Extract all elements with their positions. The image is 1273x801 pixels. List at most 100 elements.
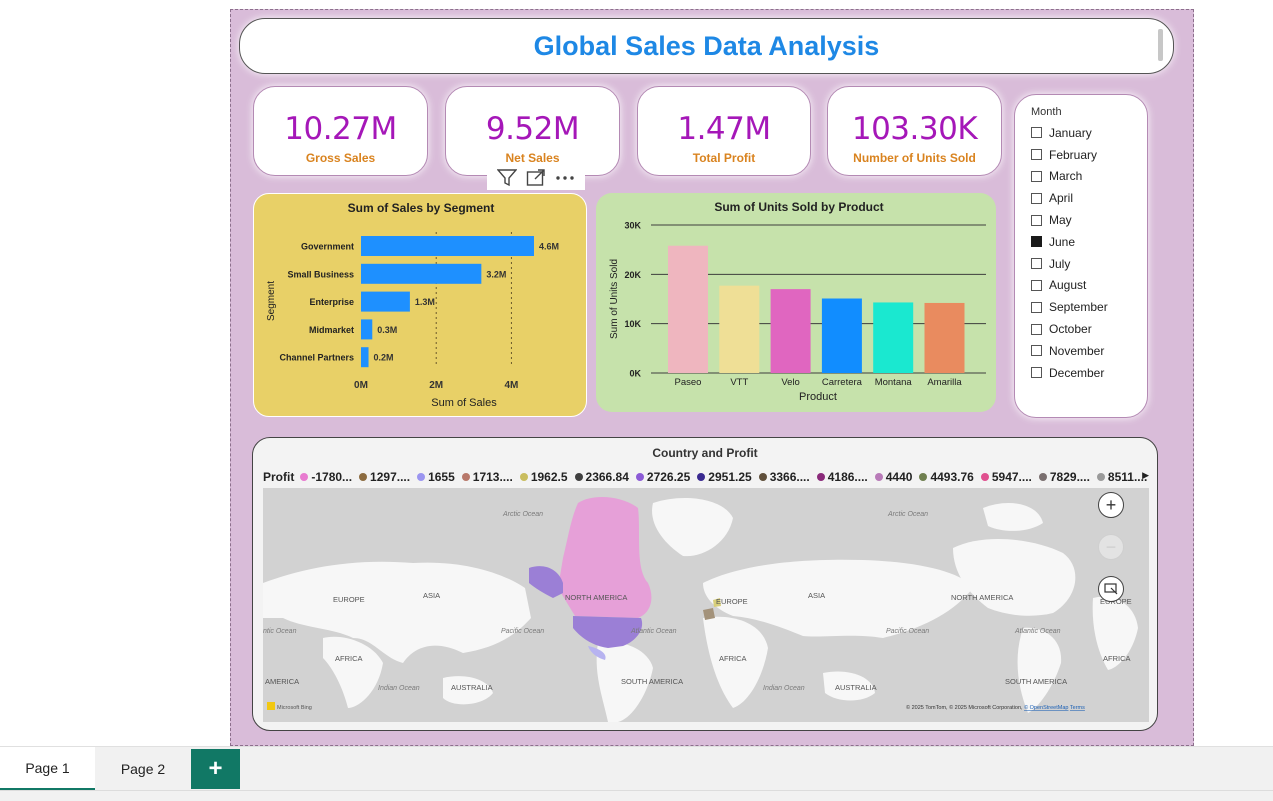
slicer-item-label: January	[1049, 125, 1092, 140]
filter-icon[interactable]	[496, 168, 518, 188]
slicer-item-september[interactable]: September	[1031, 296, 1108, 318]
map-canvas[interactable]: Arctic Ocean Arctic Ocean ntic Ocean Pac…	[263, 488, 1149, 722]
x-axis-title: Product	[799, 391, 837, 403]
bar-channel-partners[interactable]	[361, 347, 369, 368]
report-canvas: Global Sales Data Analysis 10.27M Gross …	[230, 9, 1194, 746]
country-alaska[interactable]	[529, 566, 563, 598]
product-chart-panel[interactable]: Sum of Units Sold by Product 0K 10K 20K 30K P…	[596, 193, 996, 412]
checkbox[interactable]	[1031, 127, 1042, 139]
checkbox[interactable]	[1031, 214, 1042, 226]
bar-small-business[interactable]	[361, 263, 482, 284]
legend-item[interactable]: 1297....	[359, 470, 410, 484]
checkbox[interactable]	[1031, 192, 1042, 204]
slicer-item-label: February	[1049, 147, 1098, 162]
legend-item[interactable]: 2726.25	[635, 470, 690, 484]
bar-velo[interactable]	[770, 289, 811, 373]
title-scrollbar[interactable]	[1158, 29, 1163, 61]
bar-enterprise[interactable]	[361, 291, 410, 312]
slicer-item-march[interactable]: March	[1031, 166, 1108, 188]
y-tick-label: Channel Partners	[279, 353, 354, 363]
bar-amarilla[interactable]	[924, 302, 965, 373]
zoom-in-button[interactable]: +	[1098, 492, 1124, 518]
more-options-icon[interactable]	[554, 168, 576, 188]
data-label: 3.2M	[486, 269, 506, 279]
x-tick-label: 0M	[354, 380, 368, 391]
kpi-card-units-sold[interactable]: 103.30K Number of Units Sold	[827, 86, 1002, 176]
legend-item[interactable]: 7829....	[1038, 470, 1090, 484]
slicer-item-january[interactable]: January	[1031, 122, 1108, 144]
bar-carretera[interactable]	[821, 298, 862, 373]
y-tick-label: Midmarket	[309, 325, 354, 335]
legend-dot	[1038, 473, 1047, 481]
slicer-item-label: October	[1049, 322, 1092, 337]
slicer-item-june[interactable]: June	[1031, 231, 1108, 253]
country-canada[interactable]	[558, 496, 652, 618]
kpi-value: 10.27M	[284, 111, 397, 147]
slicer-item-october[interactable]: October	[1031, 318, 1108, 340]
legend-item[interactable]: 4186....	[816, 470, 868, 484]
map-visual[interactable]: Country and Profit Profit -1780... 1297..…	[252, 437, 1158, 731]
bar-paseo[interactable]	[668, 245, 708, 373]
bar-government[interactable]	[361, 236, 534, 256]
legend-item[interactable]: 4440	[874, 470, 912, 484]
slicer-item-april[interactable]: April	[1031, 187, 1108, 209]
map-continent-labels: EUROPE ASIA NORTH AMERICA EUROPE ASIA NO…	[265, 591, 1132, 692]
slicer-item-november[interactable]: November	[1031, 340, 1108, 362]
tab-page-1[interactable]: Page 1	[0, 747, 95, 791]
checkbox[interactable]	[1031, 149, 1042, 161]
segment-chart-panel[interactable]: Sum of Sales by Segment 0M 2M 4M Government 4…	[253, 193, 587, 417]
slicer-item-may[interactable]: May	[1031, 209, 1108, 231]
legend-label: 1655	[428, 470, 455, 484]
legend-dot	[816, 473, 825, 481]
kpi-card-gross-sales[interactable]: 10.27M Gross Sales	[253, 86, 428, 176]
kpi-card-total-profit[interactable]: 1.47M Total Profit	[637, 86, 811, 176]
slicer-item-august[interactable]: August	[1031, 275, 1108, 297]
legend-item[interactable]: 4493.76	[919, 470, 974, 484]
focus-mode-icon[interactable]	[525, 168, 547, 188]
zoom-out-button[interactable]: −	[1098, 534, 1124, 560]
map-brand-text: Microsoft Bing	[277, 705, 312, 711]
select-tool-button[interactable]	[1098, 576, 1124, 602]
country-germany[interactable]	[713, 598, 721, 607]
legend-item[interactable]: 1962.5	[519, 470, 568, 484]
tab-page-2[interactable]: Page 2	[120, 761, 166, 777]
country-france[interactable]	[703, 608, 715, 620]
slicer-item-july[interactable]: July	[1031, 253, 1108, 275]
legend-label: 5947....	[991, 470, 1032, 484]
x-tick-label: Amarilla	[927, 377, 962, 388]
country-united-states[interactable]	[573, 616, 643, 648]
x-tick-label: 2M	[429, 380, 443, 391]
slicer-item-december[interactable]: December	[1031, 362, 1108, 384]
checkbox[interactable]	[1031, 279, 1042, 291]
legend-label: 2366.84	[585, 470, 629, 484]
bar-montana[interactable]	[873, 302, 914, 373]
bar-midmarket[interactable]	[361, 319, 373, 340]
landmass	[596, 641, 653, 722]
legend-item[interactable]: 3366....	[758, 470, 810, 484]
legend-item[interactable]: 5947....	[980, 470, 1032, 484]
legend-item[interactable]: 2366.84	[574, 470, 629, 484]
data-label: 1.3M	[415, 297, 435, 307]
legend-item[interactable]: 8511....	[1096, 470, 1147, 484]
legend-item[interactable]: 1713....	[461, 470, 513, 484]
checkbox[interactable]	[1031, 323, 1042, 335]
checkbox[interactable]	[1031, 301, 1042, 313]
legend-dot	[519, 473, 528, 481]
checkbox[interactable]	[1031, 367, 1042, 379]
legend-dot	[1096, 473, 1105, 481]
country-mexico[interactable]	[588, 646, 606, 660]
checkbox[interactable]	[1031, 170, 1042, 182]
checkbox[interactable]	[1031, 258, 1042, 270]
legend-item[interactable]: 2951.25	[697, 470, 752, 484]
bar-vtt[interactable]	[719, 285, 760, 373]
slicer-item-february[interactable]: February	[1031, 144, 1108, 166]
map-label: Indian Ocean	[378, 685, 420, 692]
legend-dot	[697, 473, 706, 481]
add-page-button[interactable]: +	[191, 749, 240, 789]
legend-item[interactable]: -1780...	[300, 470, 352, 484]
legend-item[interactable]: 1655	[417, 470, 455, 484]
legend-next-arrow[interactable]: ▶	[1142, 470, 1149, 480]
checkbox[interactable]	[1031, 345, 1042, 357]
checkbox[interactable]	[1031, 236, 1042, 248]
kpi-card-net-sales[interactable]: 9.52M Net Sales	[445, 86, 620, 176]
